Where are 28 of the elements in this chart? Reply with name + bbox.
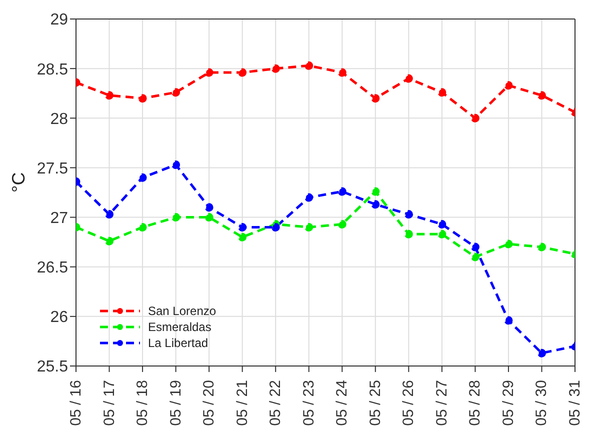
- x-tick-label: 05 / 19: [167, 380, 184, 426]
- y-tick-label: 26.5: [36, 260, 68, 277]
- x-tick-label: 05 / 27: [433, 380, 450, 426]
- x-tick-label: 05 / 21: [234, 380, 251, 426]
- x-tick-label: 05 / 26: [400, 380, 418, 426]
- x-tick-label: 05 / 25: [366, 380, 384, 426]
- y-tick-label: 26: [50, 309, 68, 326]
- x-tick-label: 05 / 17: [100, 380, 118, 426]
- y-tick-label: 29: [50, 12, 68, 29]
- x-tick-label: 05 / 22: [267, 380, 284, 426]
- x-tick-label: 05 / 29: [500, 380, 517, 426]
- x-tick-label: 05 / 16: [68, 380, 84, 426]
- y-tick-label: 28.5: [36, 61, 68, 78]
- x-tick-label: 05 / 23: [300, 380, 318, 426]
- y-tick-label: 27: [50, 210, 68, 227]
- x-tick-label: 05 / 20: [200, 380, 218, 426]
- y-axis-title: °C: [8, 172, 28, 192]
- y-tick-label: 25.5: [36, 358, 68, 376]
- x-tick-label: 05 / 24: [334, 380, 351, 426]
- legend-label: San Lorenzo: [148, 304, 216, 318]
- y-tick-label: 27.5: [36, 160, 68, 178]
- legend-label: Esmeraldas: [148, 320, 212, 334]
- x-tick-label: 05 / 18: [134, 380, 152, 426]
- x-tick-label: 05 / 31: [566, 380, 584, 426]
- legend-label: La Libertad: [148, 336, 208, 350]
- x-tick-label: 05 / 28: [466, 380, 484, 426]
- x-tick-label: 05 / 30: [533, 380, 550, 426]
- y-tick-label: 28: [50, 110, 68, 128]
